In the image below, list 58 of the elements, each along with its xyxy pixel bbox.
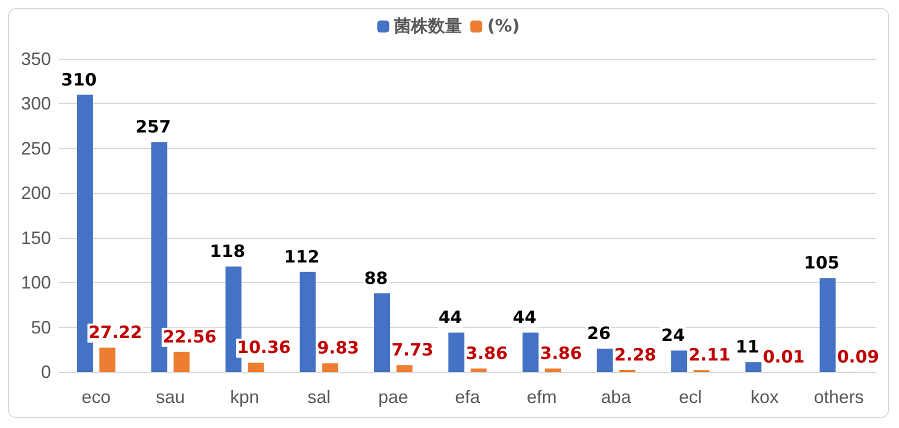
data-label: 118 [210,242,246,262]
x-tick-label: ecl [678,387,702,407]
y-tick-label: 100 [20,272,51,293]
x-tick-label: kox [750,387,779,407]
y-tick-label: 0 [40,362,51,382]
data-label: 0.01 [762,347,805,368]
y-tick-label: 300 [20,94,51,114]
x-tick-label: sal [307,387,330,407]
data-label: 105 [804,254,840,274]
legend-label: (%) [487,16,520,36]
x-tick-label: sau [156,387,185,407]
data-label: 2.11 [688,346,730,366]
y-tick-label: 200 [20,183,51,204]
y-tick-label: 350 [20,49,51,69]
data-label: 27.22 [88,323,142,344]
data-label: 3.86 [466,344,508,364]
data-label: 26 [587,324,611,344]
bar [300,272,316,372]
x-tick-label: kpn [230,387,260,407]
bar [522,332,539,372]
data-label: 11 [736,338,760,358]
data-label: 44 [512,308,537,328]
data-label: 310 [61,70,97,90]
data-label: 44 [438,308,462,328]
data-label: 10.36 [236,338,291,358]
bar [470,368,487,372]
x-tick-label: aba [601,387,632,407]
bar [374,293,390,372]
bar [99,348,116,372]
bar [671,350,688,372]
x-tick-label: pae [378,387,408,407]
bar [248,362,264,372]
bar [820,278,836,372]
bar [396,365,412,372]
y-tick-label: 150 [20,228,51,248]
data-label: 112 [284,247,320,268]
x-tick-label: others [814,387,864,407]
data-label: 7.73 [391,340,434,361]
data-label: 24 [661,326,686,346]
y-tick-label: 250 [20,138,51,158]
data-label: 22.56 [162,327,216,348]
x-tick-label: efa [454,387,481,407]
bar [745,362,762,372]
data-label: 0.09 [837,347,880,368]
y-tick-label: 50 [30,317,51,338]
x-tick-label: eco [82,387,111,407]
bar [448,332,464,372]
data-label: 3.86 [540,344,582,364]
bar [544,368,561,372]
data-label: 9.83 [317,338,360,359]
data-label: 2.28 [614,345,656,366]
bar [596,348,613,372]
bar [174,352,190,372]
legend-label: 菌株数量 [393,16,462,36]
data-label: 88 [364,268,388,289]
bar [322,363,338,372]
data-label: 257 [135,118,171,138]
x-tick-label: efm [526,387,557,407]
